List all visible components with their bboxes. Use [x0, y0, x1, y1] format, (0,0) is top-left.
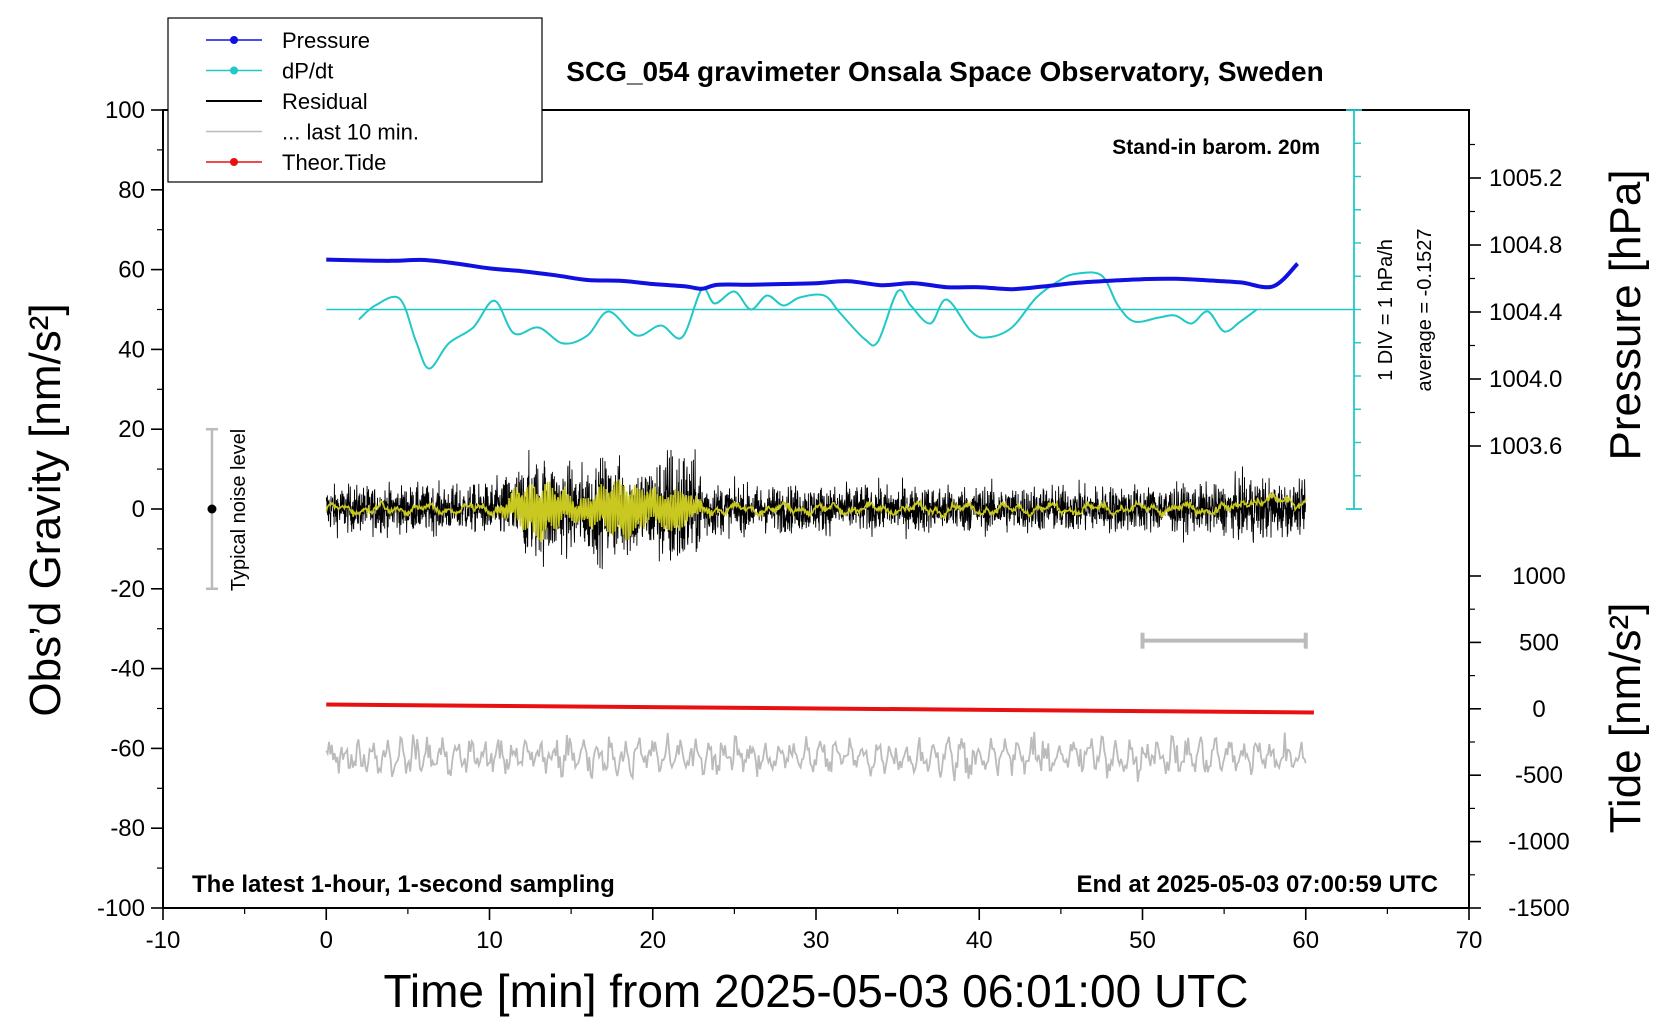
noise-bar-dot	[207, 504, 217, 514]
legend-marker	[230, 158, 238, 166]
bottom-left-note: The latest 1-hour, 1-second sampling	[192, 871, 615, 898]
legend: Pressure dP/dt Residual ... last 10 min. The…	[167, 17, 543, 183]
y-tick-label: -60	[110, 735, 145, 762]
legend-label: ... last 10 min.	[282, 120, 419, 145]
y-tick-label: -40	[110, 656, 145, 683]
pressure-line	[326, 257, 1300, 292]
chart-title: SCG_054 gravimeter Onsala Space Observat…	[566, 56, 1323, 87]
legend-marker	[230, 36, 238, 44]
smoothed-residual-line	[325, 479, 1307, 543]
div-label: 1 DIV = 1 hPa/h	[1375, 239, 1397, 381]
pressure-tick-label: 1003.6	[1489, 433, 1562, 460]
residual-line	[325, 449, 1306, 570]
legend-marker	[230, 66, 238, 75]
y-tick-label: 20	[118, 416, 145, 443]
dpdt-line	[358, 271, 1258, 370]
x-tick-label: -10	[146, 927, 181, 954]
x-tick-label: 70	[1456, 927, 1483, 954]
noise-label: Typical noise level	[228, 429, 250, 591]
pressure-axis-title: Pressure [hPa]	[1601, 169, 1650, 460]
pressure-tick-label: 1004.8	[1489, 232, 1562, 259]
average-label: average = -0.1527	[1414, 229, 1436, 392]
x-tick-label: 20	[639, 927, 666, 954]
tide-tick-label: 0	[1532, 696, 1545, 723]
tide-axis-title: Tide [nm/s²]	[1601, 603, 1650, 834]
legend-label: Theor.Tide	[282, 150, 386, 175]
y-axis-title: Obs’d Gravity [nm/s²]	[21, 303, 70, 716]
pressure-tick-label: 1004.0	[1489, 366, 1562, 393]
x-tick-label: 50	[1129, 927, 1156, 954]
bottom-right-note: End at 2025-05-03 07:00:59 UTC	[1077, 871, 1439, 898]
legend-label: dP/dt	[282, 59, 333, 84]
y-tick-label: 0	[132, 496, 145, 523]
x-axis-title: Time [min] from 2025-05-03 06:01:00 UTC	[384, 965, 1249, 1017]
series-layer	[205, 257, 1354, 782]
pressure-tick-label: 1005.2	[1489, 165, 1562, 192]
x-tick-label: 60	[1292, 927, 1319, 954]
tide-tick-label: -1500	[1508, 895, 1569, 922]
x-tick-label: 30	[803, 927, 830, 954]
x-tick-label: 10	[476, 927, 503, 954]
y-tick-label: 40	[118, 336, 145, 363]
y-tick-label: -20	[110, 576, 145, 603]
tide-line	[326, 702, 1314, 715]
y-tick-label: -80	[110, 815, 145, 842]
tide-tick-label: 1000	[1512, 563, 1565, 590]
tide-tick-label: -500	[1515, 762, 1563, 789]
last-10-min-line	[325, 731, 1307, 782]
tide-tick-label: -1000	[1508, 829, 1569, 856]
x-tick-label: 0	[320, 927, 333, 954]
stand-in-label: Stand-in barom. 20m	[1112, 136, 1320, 159]
pressure-tick-label: 1004.4	[1489, 299, 1562, 326]
legend-label: Residual	[282, 89, 368, 114]
y-tick-label: -100	[97, 895, 145, 922]
dpdt-scale-bar	[1346, 109, 1362, 510]
y-tick-label: 80	[118, 177, 145, 204]
y-tick-label: 100	[105, 97, 145, 124]
tide-tick-label: 500	[1519, 629, 1559, 656]
axis-ticks: -10 0 10 20 30 40 50 60 70100806040200-20-40-60-…	[97, 97, 1570, 954]
x-tick-label: 40	[966, 927, 993, 954]
legend-label: Pressure	[282, 28, 370, 53]
y-tick-label: 60	[118, 257, 145, 284]
